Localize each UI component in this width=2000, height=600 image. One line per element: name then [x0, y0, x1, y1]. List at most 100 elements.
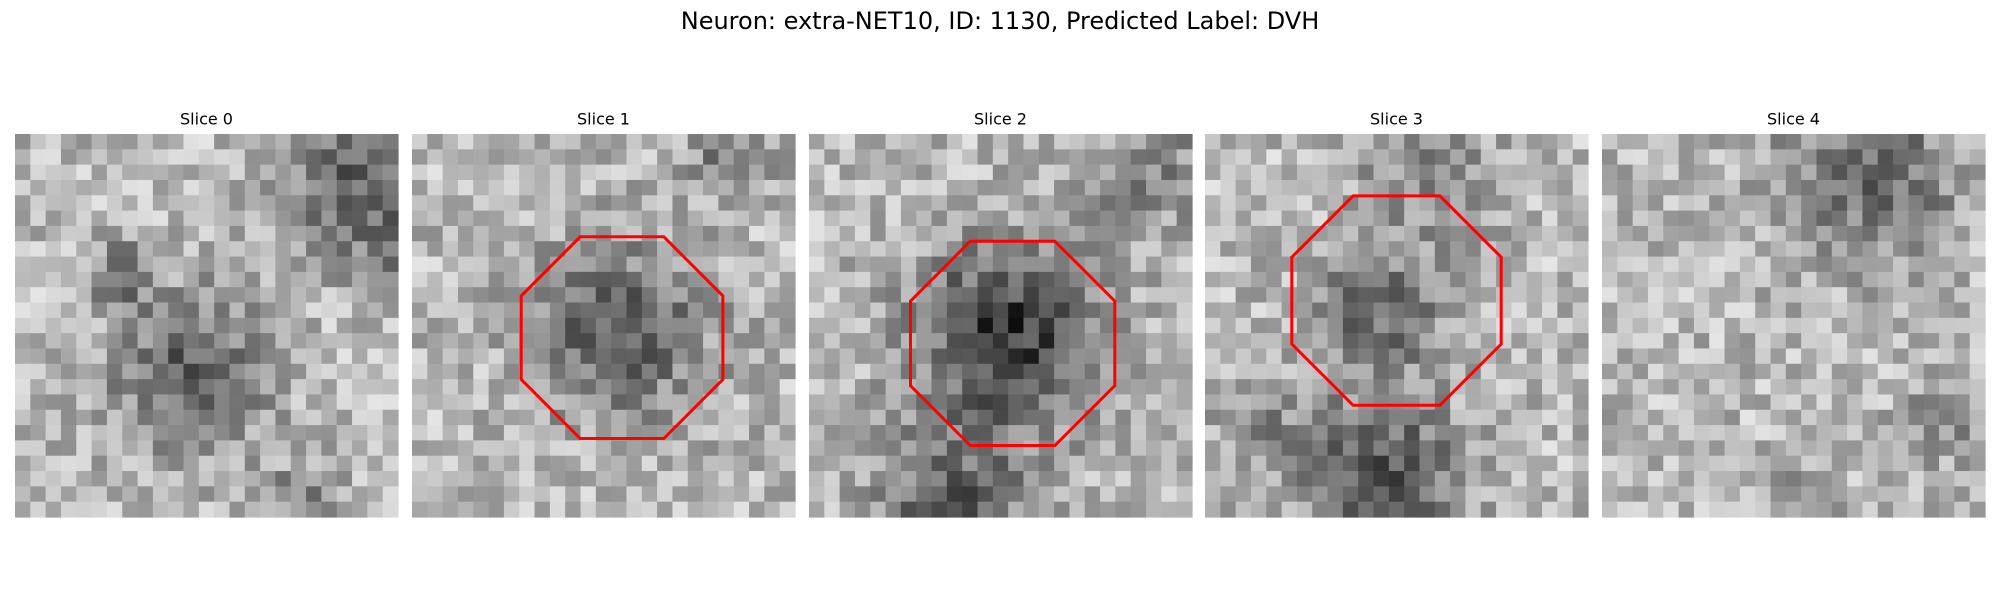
pixel [1816, 271, 1833, 288]
pixel [1816, 241, 1833, 258]
pixel [703, 271, 719, 288]
pixel [229, 271, 246, 288]
pixel [1617, 271, 1634, 288]
pixel [91, 302, 108, 319]
pixel [657, 287, 674, 304]
pixel [1480, 287, 1497, 304]
pixel [764, 425, 781, 441]
pixel [382, 164, 399, 181]
pixel [900, 134, 917, 150]
pixel [60, 501, 77, 518]
pixel [1205, 149, 1221, 166]
pixel [977, 501, 994, 518]
pixel [214, 379, 231, 396]
pixel [152, 486, 169, 503]
pixel [152, 271, 169, 288]
pixel [733, 440, 750, 457]
pixel [870, 241, 887, 258]
pixel [1755, 501, 1772, 518]
pixel [1969, 409, 1986, 426]
pixel [152, 256, 169, 273]
pixel [1404, 302, 1421, 319]
pixel [962, 179, 979, 196]
pixel [1038, 241, 1055, 258]
pixel [15, 195, 31, 212]
pixel [657, 440, 674, 457]
pixel [839, 134, 856, 150]
pixel [106, 379, 123, 396]
pixel [503, 394, 520, 411]
pixel [1235, 149, 1252, 166]
pixel [1419, 134, 1436, 150]
pixel [275, 501, 292, 518]
pixel [1693, 164, 1710, 181]
pixel [168, 486, 185, 503]
pixel [1739, 149, 1756, 166]
pixel [1908, 317, 1925, 334]
pixel [854, 425, 871, 441]
pixel [641, 287, 658, 304]
pixel [687, 241, 704, 258]
pixel [1678, 501, 1695, 518]
pixel [473, 409, 490, 426]
pixel [749, 179, 765, 196]
pixel [534, 164, 551, 181]
pixel [1663, 287, 1680, 304]
pixel [1739, 134, 1756, 150]
pixel [900, 440, 917, 457]
pixel [45, 394, 62, 411]
pixel [1663, 363, 1680, 380]
pixel [1342, 379, 1359, 396]
pixel [749, 302, 765, 319]
pixel [91, 333, 108, 350]
pixel [885, 210, 902, 227]
pixel [992, 302, 1009, 319]
pixel [152, 241, 169, 258]
pixel [1266, 302, 1283, 319]
pixel [611, 302, 628, 319]
pixel [641, 363, 658, 380]
pixel [1023, 134, 1040, 150]
pixel [30, 501, 47, 518]
pixel [977, 379, 994, 396]
pixel [137, 225, 154, 242]
pixel [1923, 256, 1940, 273]
pixel [870, 348, 887, 365]
pixel [809, 409, 825, 426]
pixel [352, 486, 368, 503]
pixel [1266, 210, 1283, 227]
pixel [549, 486, 566, 503]
pixel [1954, 455, 1971, 472]
pixel [1235, 394, 1252, 411]
pixel [503, 471, 520, 487]
pixel [137, 179, 154, 196]
pixel [519, 149, 536, 166]
pixel [595, 241, 612, 258]
pixel [122, 134, 139, 150]
pixel [1038, 302, 1055, 319]
pixel [626, 440, 643, 457]
pixel [1755, 409, 1772, 426]
pixel [703, 333, 719, 350]
pixel [275, 317, 292, 334]
pixel [1008, 379, 1025, 396]
pixel [870, 271, 887, 288]
pixel [427, 333, 444, 350]
pixel [244, 179, 261, 196]
pixel [290, 363, 307, 380]
pixel [839, 425, 856, 441]
pixel [106, 195, 123, 212]
pixel [198, 241, 215, 258]
pixel [1969, 455, 1986, 472]
pixel [1893, 379, 1909, 396]
pixel [427, 225, 444, 242]
pixel [1450, 501, 1467, 518]
pixel [1969, 195, 1986, 212]
pixel [427, 149, 444, 166]
pixel [779, 394, 796, 411]
pixel [1632, 455, 1649, 472]
pixel [352, 317, 368, 334]
pixel [1526, 149, 1543, 166]
pixel [1358, 425, 1375, 441]
pixel [946, 425, 963, 441]
